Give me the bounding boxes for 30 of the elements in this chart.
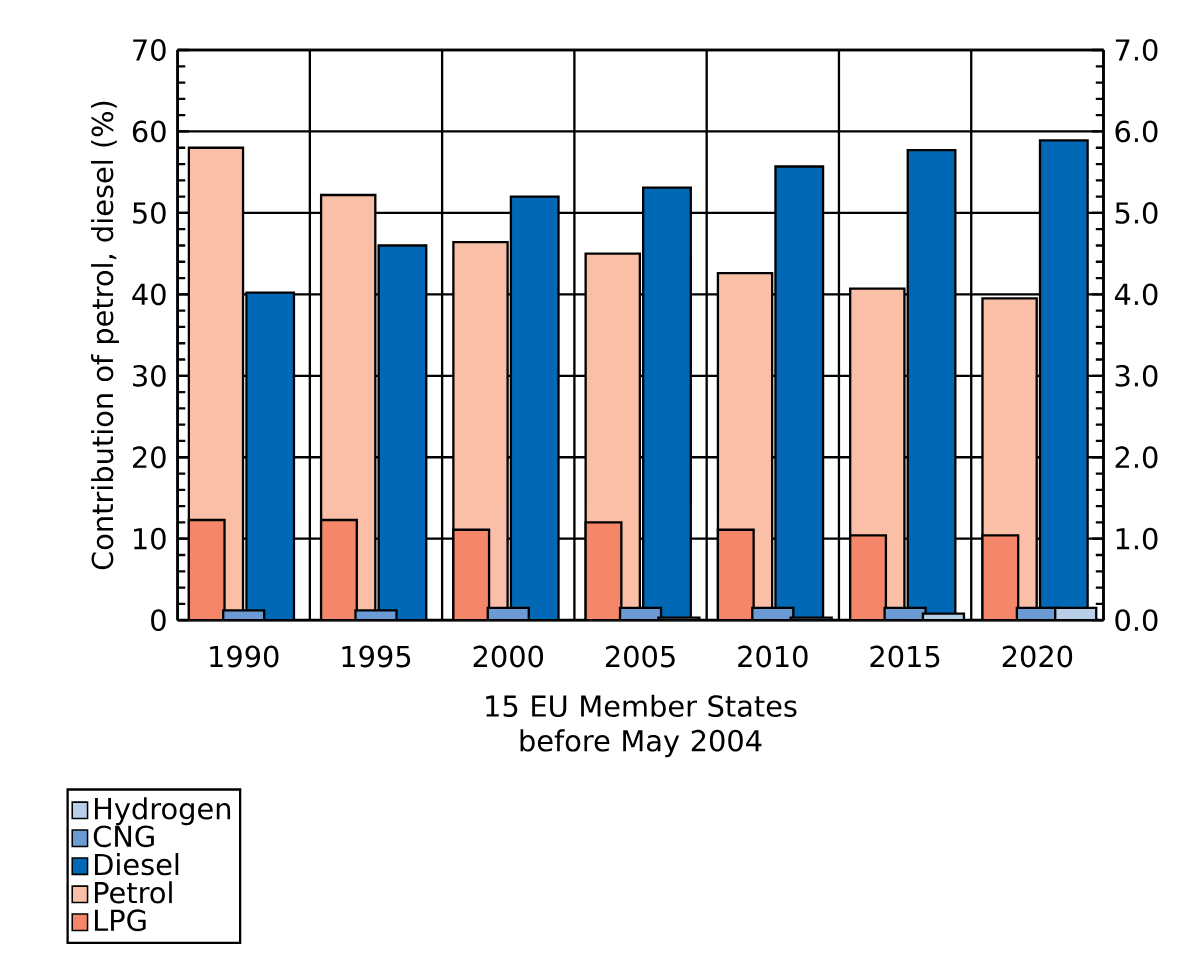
x-tick-label: 2005 [605, 645, 675, 668]
x-tick-label: 2000 [473, 645, 544, 668]
legend-label: CNG [93, 825, 154, 848]
y2-tick-label: 2.0 [1115, 446, 1158, 469]
y2-tick-label: 4.0 [1114, 283, 1158, 306]
x-tick-label: 2020 [1002, 645, 1073, 668]
legend-label: Hydrogen [95, 797, 231, 826]
x-tick-label: 2015 [870, 645, 940, 668]
y2-tick-label: 7.0 [1115, 39, 1158, 61]
y-tick-label: 40 [132, 283, 166, 306]
y-tick-label: 30 [133, 364, 166, 387]
y-tick-label: 0 [151, 609, 166, 632]
y-tick-label: 60 [132, 120, 166, 143]
x-tick-label: 1990 [210, 645, 279, 668]
y-tick-label: 10 [134, 527, 166, 550]
y2-tick-label: 5.0 [1115, 202, 1158, 224]
y-tick-label: 70 [133, 39, 166, 61]
y-tick-label: 20 [132, 446, 166, 469]
x-tick-label: 1995 [342, 645, 411, 668]
y2-tick-label: 6.0 [1115, 120, 1158, 143]
y2-tick-label: 0.0 [1115, 609, 1158, 632]
legend-label: Petrol [95, 881, 172, 904]
x-tick-label: 2010 [738, 645, 808, 668]
legend-label: Diesel [95, 853, 179, 876]
y2-tick-label: 1.0 [1116, 527, 1158, 550]
y-tick-label: 50 [133, 202, 166, 224]
y2-tick-label: 3.0 [1115, 364, 1158, 387]
legend-label: LPG [95, 909, 146, 932]
x-axis-title: 15 EU Member States before May 2004 [486, 694, 797, 758]
y-axis-title: Contribution of petrol, diesel (%) [91, 101, 119, 570]
